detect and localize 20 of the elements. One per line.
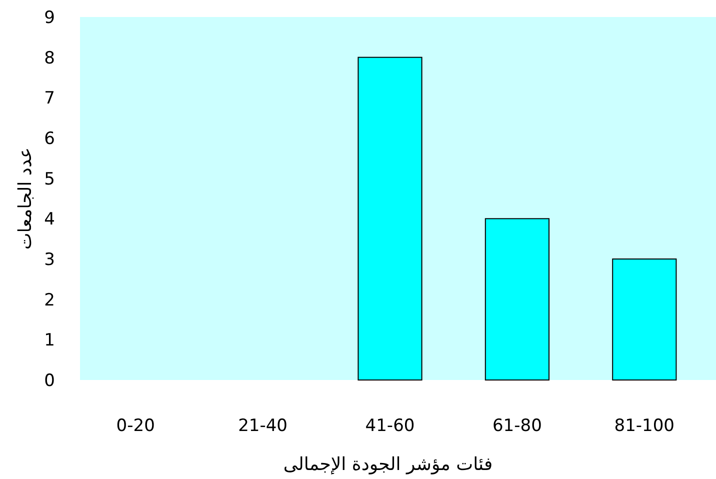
- y-tick-label: 5: [44, 169, 55, 190]
- x-tick-label: 41-60: [365, 416, 415, 436]
- bar: [484, 218, 550, 380]
- x-tick-label: 81-100: [614, 416, 675, 436]
- y-tick-label: 0: [44, 371, 55, 391]
- y-tick-label: 9: [44, 8, 55, 28]
- y-tick-label: 1: [44, 330, 55, 351]
- bar: [612, 258, 677, 380]
- y-tick-label: 3: [44, 250, 55, 270]
- y-tick-label: 8: [44, 48, 55, 68]
- x-tick-label: 21-40: [238, 416, 288, 436]
- y-tick-label: 2: [44, 290, 55, 310]
- y-axis-title: عدد الجامعات: [15, 147, 36, 250]
- bar: [358, 56, 422, 380]
- x-tick-label: 61-80: [492, 416, 542, 436]
- x-axis-title: فئات مؤشر الجودة الإجمالى: [283, 454, 493, 475]
- y-tick-label: 6: [44, 129, 55, 149]
- y-tick-label: 7: [44, 88, 55, 109]
- x-tick-label: 0-20: [116, 416, 155, 436]
- y-tick-label: 4: [44, 210, 55, 230]
